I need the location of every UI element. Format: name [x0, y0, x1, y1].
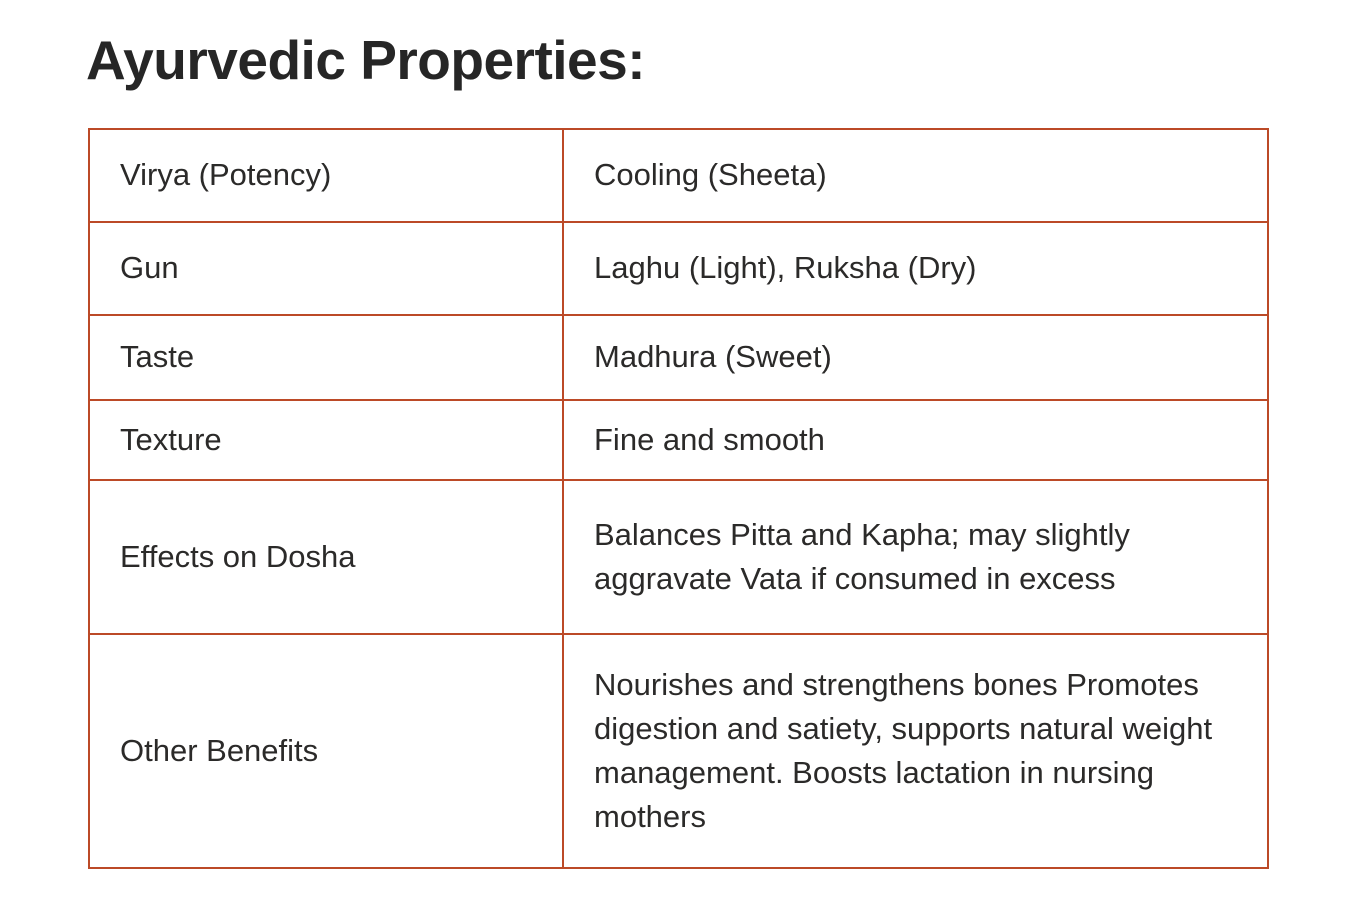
value-cell: Balances Pitta and Kapha; may slightly a…: [562, 479, 1269, 635]
table-row: Other Benefits Nourishes and strengthens…: [88, 633, 1269, 869]
table-row: Effects on Dosha Balances Pitta and Kaph…: [88, 479, 1269, 635]
value-cell: Fine and smooth: [562, 399, 1269, 481]
table-row: Taste Madhura (Sweet): [88, 314, 1269, 401]
property-cell: Virya (Potency): [88, 128, 564, 223]
property-cell: Other Benefits: [88, 633, 564, 869]
table-row: Texture Fine and smooth: [88, 399, 1269, 481]
property-cell: Effects on Dosha: [88, 479, 564, 635]
property-cell: Taste: [88, 314, 564, 401]
ayurvedic-properties-table: Virya (Potency) Cooling (Sheeta) Gun Lag…: [88, 128, 1269, 869]
page-title: Ayurvedic Properties:: [86, 29, 646, 91]
value-cell: Madhura (Sweet): [562, 314, 1269, 401]
property-cell: Gun: [88, 221, 564, 316]
property-cell: Texture: [88, 399, 564, 481]
value-cell: Nourishes and strengthens bones Promotes…: [562, 633, 1269, 869]
value-cell: Cooling (Sheeta): [562, 128, 1269, 223]
value-cell: Laghu (Light), Ruksha (Dry): [562, 221, 1269, 316]
table-row: Gun Laghu (Light), Ruksha (Dry): [88, 221, 1269, 316]
table-row: Virya (Potency) Cooling (Sheeta): [88, 128, 1269, 223]
